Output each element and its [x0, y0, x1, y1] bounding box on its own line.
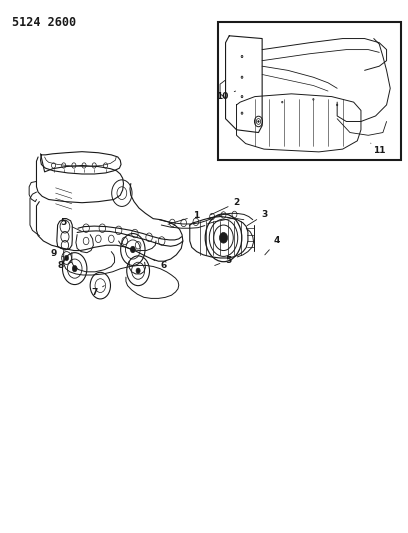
- Circle shape: [131, 246, 135, 253]
- Circle shape: [72, 265, 77, 272]
- Circle shape: [220, 232, 228, 243]
- Text: 4: 4: [265, 237, 280, 255]
- Text: 10: 10: [217, 91, 235, 101]
- Text: 9: 9: [50, 249, 64, 259]
- Text: 1: 1: [168, 212, 199, 224]
- Text: 5: 5: [61, 219, 82, 231]
- Circle shape: [258, 120, 259, 123]
- Text: 8: 8: [58, 261, 72, 270]
- Text: 5: 5: [215, 256, 231, 265]
- Text: 5124 2600: 5124 2600: [12, 15, 76, 29]
- Text: 7: 7: [91, 286, 104, 296]
- Circle shape: [64, 255, 69, 261]
- Text: 2: 2: [211, 198, 239, 215]
- Text: 3: 3: [247, 210, 268, 225]
- Bar: [218, 22, 401, 160]
- Text: 6: 6: [153, 260, 166, 270]
- Circle shape: [136, 268, 140, 273]
- Text: 11: 11: [371, 143, 385, 155]
